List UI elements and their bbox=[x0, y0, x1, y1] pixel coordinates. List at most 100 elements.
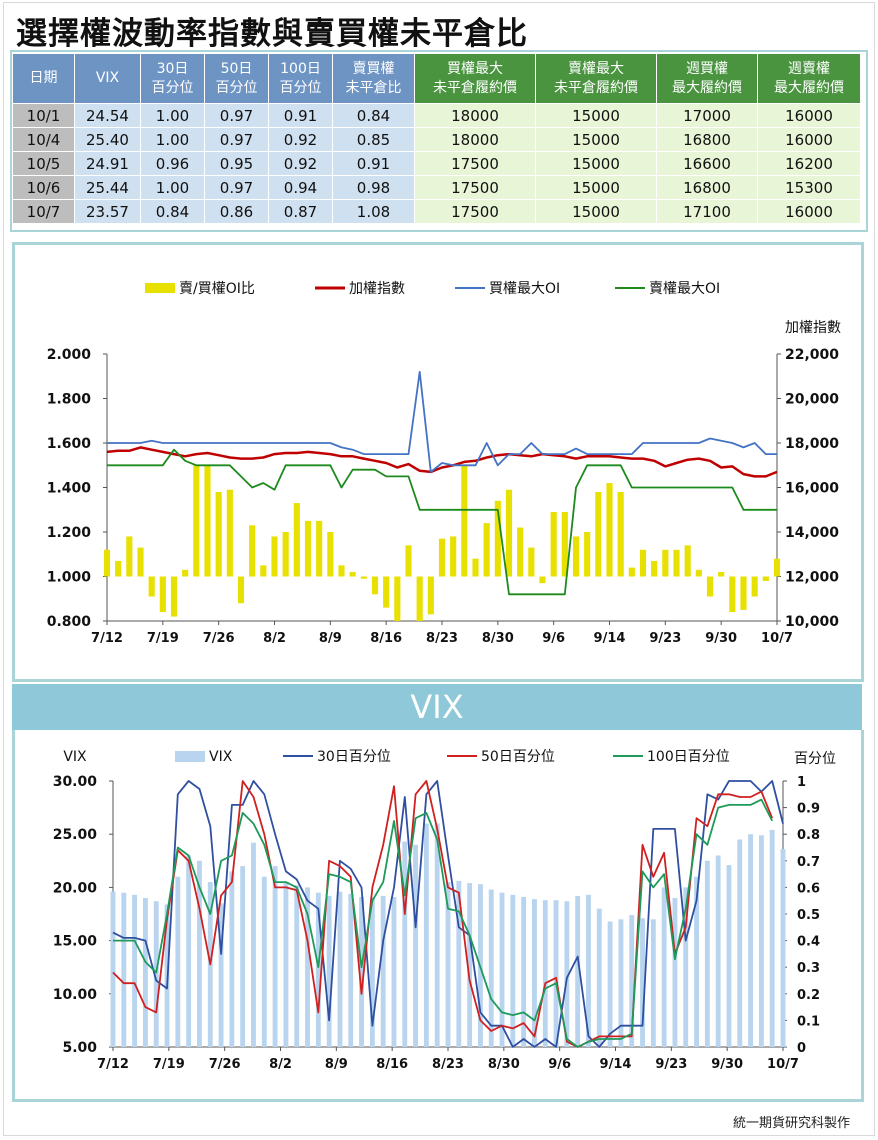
vix-bar bbox=[359, 896, 364, 1047]
vix-bar bbox=[240, 866, 246, 1047]
table-cell: 0.97 bbox=[204, 127, 269, 152]
table-header-cell: 週買權 最大履約價 bbox=[656, 53, 758, 104]
oi-ratio-bar bbox=[517, 527, 524, 577]
vix-bar bbox=[629, 915, 635, 1047]
oi-ratio-bar bbox=[293, 503, 300, 577]
table-cell: 1.00 bbox=[140, 103, 205, 128]
header-line-1: VIX bbox=[95, 70, 120, 86]
vix-bar bbox=[391, 896, 397, 1047]
oi-ratio-bar bbox=[282, 532, 289, 577]
vix-bar bbox=[532, 899, 537, 1047]
header-line-2: 百分位 bbox=[151, 79, 194, 96]
oi-ratio-bar bbox=[349, 572, 356, 577]
p50-line bbox=[112, 780, 774, 1048]
vix-bar bbox=[315, 892, 321, 1047]
right-tick-label: 12,000 bbox=[785, 570, 839, 586]
x-tick-label: 9/30 bbox=[705, 631, 737, 646]
table-header-cell: 30日 百分位 bbox=[140, 53, 205, 104]
oi-ratio-bar bbox=[226, 489, 233, 577]
vix-bar bbox=[369, 896, 375, 1047]
table-cell: 24.54 bbox=[74, 103, 141, 128]
table-cell: 15000 bbox=[535, 103, 657, 128]
oi-ratio-bar bbox=[528, 547, 535, 577]
table-cell: 0.96 bbox=[140, 151, 205, 176]
left-tick-label: 25.00 bbox=[53, 827, 98, 843]
header-line-2: 最大履約價 bbox=[672, 79, 742, 96]
table-cell: 1.00 bbox=[140, 127, 205, 152]
table-row: 10/4 25.40 1.00 0.97 0.92 0.85 18000 15000 16800… bbox=[12, 127, 861, 152]
table-cell: 0.95 bbox=[204, 151, 269, 176]
x-tick-label: 9/23 bbox=[655, 1057, 687, 1072]
table-cell: 10/4 bbox=[12, 127, 75, 152]
table-cell: 0.91 bbox=[332, 151, 415, 176]
right-tick-label: 14,000 bbox=[785, 525, 839, 541]
vix-bar bbox=[521, 896, 527, 1047]
table-cell: 25.40 bbox=[74, 127, 141, 152]
table-cell: 17500 bbox=[414, 199, 536, 224]
x-tick-label: 9/14 bbox=[594, 631, 626, 646]
vix-bar bbox=[510, 894, 516, 1047]
legend-label: 賣權最大OI bbox=[649, 281, 720, 297]
table-cell: 10/6 bbox=[12, 175, 75, 200]
table-cell: 0.97 bbox=[204, 103, 269, 128]
vix-chart-panel: 30.00 25.00 20.00 15.00 10.00 5.00 1 0.9 0.8 0.7 0… bbox=[12, 730, 864, 1102]
oi-ratio-bar bbox=[740, 576, 747, 610]
oi-ratio-bar bbox=[237, 576, 245, 604]
table-cell: 16000 bbox=[757, 103, 861, 128]
x-tick-label: 9/23 bbox=[649, 631, 681, 646]
oi-ratio-bar bbox=[338, 565, 345, 577]
right-axis-title: 百分位 bbox=[794, 751, 836, 767]
x-tick-label: 9/6 bbox=[548, 1057, 571, 1072]
table-cell: 10/5 bbox=[12, 151, 75, 176]
table-cell: 10/7 bbox=[12, 199, 75, 224]
header-line-2: 百分位 bbox=[279, 79, 322, 96]
oi-ratio-bar bbox=[260, 565, 267, 577]
legend-swatch-oi-ratio bbox=[145, 283, 175, 293]
oi-ratio-bar bbox=[427, 576, 434, 615]
oi-ratio-bar bbox=[662, 549, 669, 577]
left-tick-label: 1.000 bbox=[47, 570, 92, 586]
x-tick-label: 8/16 bbox=[376, 1057, 408, 1072]
vix-bar bbox=[175, 876, 181, 1047]
header-line-1: 買權最大 bbox=[447, 60, 503, 77]
table-cell: 15000 bbox=[535, 127, 657, 152]
x-tick-label: 7/26 bbox=[209, 1057, 241, 1072]
right-tick-label: 0.4 bbox=[797, 935, 820, 950]
vix-bar bbox=[672, 898, 678, 1047]
oi-ratio-bar bbox=[438, 538, 446, 577]
oi-ratio-bar bbox=[193, 465, 200, 577]
oi-ratio-bar bbox=[684, 545, 691, 577]
vix-bar bbox=[586, 894, 591, 1047]
header-line-2: 未平倉履約價 bbox=[433, 79, 517, 96]
vix-bar bbox=[564, 901, 570, 1047]
table-cell: 0.84 bbox=[332, 103, 415, 128]
vix-bar bbox=[650, 919, 656, 1047]
table-row: 10/7 23.57 0.84 0.86 0.87 1.08 17500 15000 17100… bbox=[12, 199, 861, 224]
table-cell: 23.57 bbox=[74, 199, 141, 224]
right-tick-label: 18,000 bbox=[785, 436, 839, 452]
left-tick-label: 10.00 bbox=[53, 987, 98, 1003]
legend-label: 加權指數 bbox=[349, 281, 405, 297]
table-body: 10/1 24.54 1.00 0.97 0.91 0.84 18000 15000 17000… bbox=[12, 103, 861, 224]
right-tick-label: 0.3 bbox=[797, 961, 820, 976]
index-line bbox=[106, 446, 778, 478]
vix-bar bbox=[283, 882, 289, 1047]
put-max-oi-line bbox=[107, 448, 777, 596]
x-tick-label: 7/12 bbox=[91, 631, 123, 646]
oi-ratio-bar bbox=[103, 549, 111, 577]
table-cell: 16000 bbox=[757, 199, 861, 224]
table-cell: 15000 bbox=[535, 151, 657, 176]
vix-chart: 30.00 25.00 20.00 15.00 10.00 5.00 1 0.9 0.8 0.7 0… bbox=[53, 749, 836, 1072]
oi-ratio-bar bbox=[327, 532, 334, 577]
table-cell: 0.92 bbox=[268, 127, 333, 152]
table-cell: 0.85 bbox=[332, 127, 415, 152]
oi-ratio-bar bbox=[606, 483, 613, 577]
header-line-2: 百分位 bbox=[215, 79, 258, 96]
vix-bar bbox=[251, 842, 256, 1047]
header-line-2: 未平倉履約價 bbox=[554, 79, 638, 96]
vix-bar bbox=[121, 892, 127, 1047]
vix-bar bbox=[348, 893, 354, 1047]
oi-ratio-bar bbox=[450, 536, 457, 577]
table-header-cell: 日期 bbox=[12, 53, 75, 104]
oi-ratio-bar bbox=[215, 491, 222, 577]
